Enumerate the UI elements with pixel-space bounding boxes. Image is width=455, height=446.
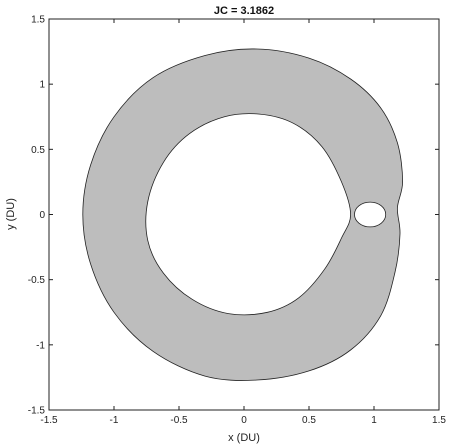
chart-title: JC = 3.1862 <box>214 5 274 17</box>
x-tick-label: 1.5 <box>432 415 446 426</box>
y-tick-label: -1.5 <box>28 406 46 417</box>
y-tick-label: -1 <box>36 340 45 351</box>
x-tick-label: -0.5 <box>170 415 188 426</box>
x-tick-label: 0.5 <box>302 415 316 426</box>
x-tick-label: -1.5 <box>40 415 58 426</box>
x-tick-label: -1 <box>110 415 119 426</box>
region-layer <box>82 48 404 381</box>
y-axis-label: y (DU) <box>5 198 17 230</box>
y-tick-label: 0 <box>39 210 45 221</box>
forbidden-region <box>82 48 404 381</box>
x-axis-label: x (DU) <box>228 432 260 444</box>
y-tick-label: 0.5 <box>31 145 45 156</box>
x-tick-label: 0 <box>241 415 247 426</box>
y-tick-label: 1 <box>39 80 45 91</box>
x-tick-label: 1 <box>371 415 377 426</box>
tick-layer: -1.5 -1 -0.5 0 0.5 1 1.5 -1.5 -1 -0.5 0 0.5 1 1.5 <box>28 15 447 427</box>
y-tick-label: -0.5 <box>28 275 46 286</box>
y-tick-label: 1.5 <box>31 15 45 26</box>
